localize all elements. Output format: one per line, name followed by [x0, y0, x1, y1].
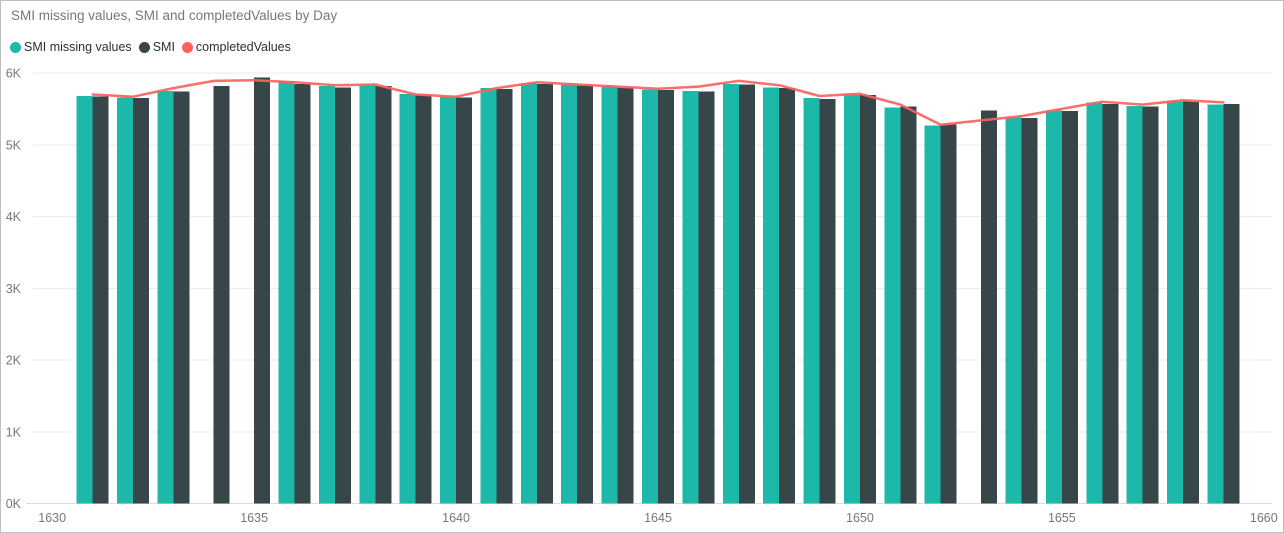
- legend-item-smi-missing-values[interactable]: SMI missing values: [10, 40, 132, 54]
- legend-label: SMI missing values: [24, 40, 132, 54]
- bar-smi[interactable]: [859, 95, 876, 504]
- bar-smi-missing-values[interactable]: [803, 98, 820, 504]
- bar-smi[interactable]: [173, 91, 190, 504]
- bar-smi[interactable]: [1102, 103, 1119, 504]
- y-axis-tick-label: 1K: [6, 425, 22, 439]
- y-axis-tick-label: 0K: [6, 497, 22, 511]
- bar-smi[interactable]: [1021, 118, 1038, 504]
- bar-smi-missing-values[interactable]: [1086, 102, 1103, 504]
- bar-smi-missing-values[interactable]: [843, 94, 860, 504]
- bar-smi[interactable]: [900, 106, 917, 504]
- bar-smi[interactable]: [294, 83, 311, 504]
- bar-smi[interactable]: [254, 77, 271, 504]
- legend-swatch-icon: [181, 41, 193, 53]
- y-axis-tick-label: 6K: [6, 67, 22, 81]
- bar-smi-missing-values[interactable]: [763, 87, 780, 504]
- bar-smi[interactable]: [132, 98, 149, 504]
- bar-smi-missing-values[interactable]: [157, 90, 174, 504]
- bar-smi[interactable]: [496, 88, 513, 504]
- chart-title: SMI missing values, SMI and completedVal…: [11, 8, 338, 23]
- legend-item-smi[interactable]: SMI: [138, 40, 175, 54]
- bar-smi-missing-values[interactable]: [1005, 117, 1022, 504]
- x-axis-tick-label: 1655: [1048, 511, 1076, 525]
- bar-smi[interactable]: [1142, 106, 1159, 504]
- bar-smi-missing-values[interactable]: [561, 84, 578, 504]
- x-axis-tick-label: 1645: [644, 511, 672, 525]
- bar-smi[interactable]: [658, 90, 674, 504]
- bar-smi[interactable]: [1061, 111, 1078, 504]
- bar-smi-missing-values[interactable]: [924, 125, 941, 504]
- bar-smi-missing-values[interactable]: [601, 85, 618, 504]
- legend-swatch-icon: [10, 41, 21, 53]
- bar-smi[interactable]: [92, 96, 109, 504]
- bar-smi[interactable]: [577, 85, 594, 504]
- bar-smi[interactable]: [334, 87, 351, 504]
- y-axis-tick-label: 2K: [6, 354, 22, 368]
- x-axis-tick-label: 1635: [240, 511, 268, 525]
- bar-smi[interactable]: [779, 88, 796, 504]
- bar-smi-missing-values[interactable]: [642, 89, 658, 504]
- bar-smi[interactable]: [981, 110, 998, 504]
- bar-smi-missing-values[interactable]: [359, 85, 376, 504]
- bar-smi-missing-values[interactable]: [1045, 110, 1062, 504]
- bar-smi[interactable]: [819, 98, 836, 504]
- y-axis-tick-label: 4K: [6, 210, 22, 224]
- bar-smi[interactable]: [213, 85, 230, 504]
- bar-smi-missing-values[interactable]: [1126, 106, 1143, 504]
- x-axis-tick-label: 1660: [1250, 511, 1278, 525]
- bar-smi-missing-values[interactable]: [278, 80, 295, 504]
- bar-smi-missing-values[interactable]: [76, 95, 93, 504]
- bar-smi-missing-values[interactable]: [682, 90, 699, 504]
- completed-values-line[interactable]: [91, 78, 1225, 126]
- bar-smi-missing-values[interactable]: [520, 83, 537, 504]
- x-axis-tick-label: 1650: [846, 511, 874, 525]
- legend: SMI missing values SMI completedValues: [10, 40, 298, 54]
- bar-smi-missing-values[interactable]: [1167, 100, 1184, 504]
- bar-smi[interactable]: [1183, 101, 1200, 504]
- legend-label: SMI: [152, 40, 175, 54]
- bar-smi[interactable]: [940, 124, 957, 504]
- bar-smi[interactable]: [536, 83, 553, 504]
- bar-smi[interactable]: [456, 97, 473, 504]
- bar-smi[interactable]: [698, 91, 715, 504]
- bar-smi-missing-values[interactable]: [1207, 104, 1224, 504]
- y-axis-tick-label: 3K: [6, 282, 22, 296]
- y-axis-tick-label: 5K: [6, 138, 22, 152]
- bar-smi-missing-values[interactable]: [722, 83, 739, 504]
- bar-smi-missing-values[interactable]: [480, 88, 497, 504]
- x-axis-tick-label: 1640: [442, 511, 470, 525]
- bar-smi[interactable]: [375, 85, 392, 504]
- legend-swatch-icon: [138, 41, 150, 53]
- bar-smi-missing-values[interactable]: [884, 107, 901, 504]
- legend-label: completedValues: [195, 40, 291, 54]
- bar-smi[interactable]: [415, 94, 432, 504]
- bar-smi-missing-values[interactable]: [116, 97, 133, 504]
- bar-smi[interactable]: [617, 87, 634, 504]
- x-axis-tick-label: 1630: [38, 511, 66, 525]
- bar-smi[interactable]: [1223, 103, 1240, 504]
- legend-item-completedvalues[interactable]: completedValues: [181, 40, 291, 54]
- bar-smi-missing-values[interactable]: [440, 96, 457, 504]
- bar-smi-missing-values[interactable]: [318, 85, 335, 504]
- bar-smi[interactable]: [738, 84, 755, 504]
- bar-smi-missing-values[interactable]: [399, 93, 416, 504]
